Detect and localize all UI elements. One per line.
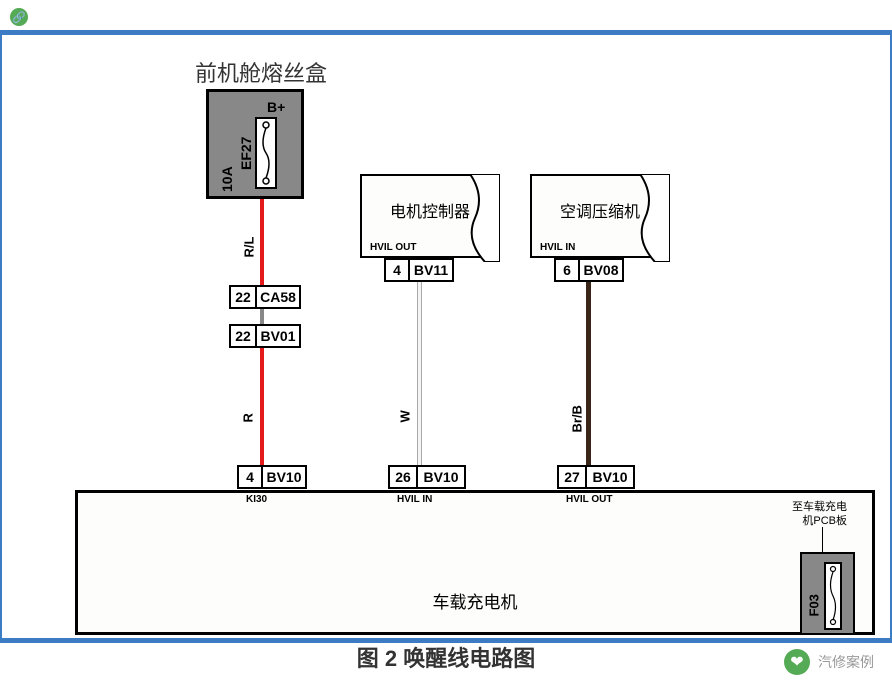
ac-compressor: 空调压缩机 HVIL IN [530, 174, 670, 258]
bv10-3-below: HVIL OUT [566, 494, 612, 505]
connector-bv08: 6 BV08 [554, 258, 624, 282]
wire-red-upper [260, 199, 264, 285]
wire-red-lower-label: R [241, 403, 256, 423]
fusebox: B+ 10A EF27 [206, 89, 304, 199]
wire-white [417, 282, 422, 465]
ca58-pin: 22 [231, 287, 257, 307]
charger-fuse: F03 [800, 552, 855, 635]
motor-controller: 电机控制器 HVIL OUT [360, 174, 500, 258]
bv10-2-below: HVIL IN [397, 494, 432, 505]
bv10-1-id: BV10 [263, 467, 305, 487]
motor-controller-label: 电机控制器 [362, 198, 498, 222]
link-icon: 🔗 [10, 8, 28, 26]
ac-pin-label: HVIL IN [540, 242, 575, 253]
wire-red-lower [260, 348, 264, 465]
bv11-pin: 4 [386, 260, 410, 280]
connector-bv10-1: 4 BV10 [237, 465, 307, 489]
bv08-pin: 6 [556, 260, 580, 280]
wire-gray-mid [260, 309, 264, 324]
frame-left [0, 30, 2, 640]
bv10-2-id: BV10 [418, 467, 464, 487]
connector-ca58: 22 CA58 [229, 285, 301, 309]
wire-brown-label: Br/B [570, 393, 585, 433]
bv10-1-pin: 4 [239, 467, 263, 487]
charger-label: 车载充电机 [78, 588, 872, 613]
fuse-body [255, 117, 277, 189]
frame-top [0, 30, 892, 35]
fusebox-title: 前机舱熔丝盒 [195, 56, 327, 88]
ac-compressor-label: 空调压缩机 [532, 198, 668, 222]
connector-bv01: 22 BV01 [229, 324, 301, 348]
watermark: ❤ 汽修案例 [784, 649, 874, 675]
diagram-canvas: 前机舱熔丝盒 B+ 10A EF27 R/L 22 CA58 22 BV01 R… [0, 0, 892, 693]
connector-bv10-2: 26 BV10 [388, 465, 466, 489]
bv08-id: BV08 [580, 260, 622, 280]
figure-caption: 图 2 唤醒线电路图 [0, 641, 892, 673]
wire-thin [822, 527, 823, 552]
wire-red-upper-label: R/L [242, 228, 257, 258]
bv11-id: BV11 [410, 260, 452, 280]
wire-white-label: W [398, 403, 413, 423]
bv01-id: BV01 [257, 326, 299, 346]
b-plus-label: B+ [267, 99, 285, 115]
bv10-3-pin: 27 [559, 467, 587, 487]
mc-pin-label: HVIL OUT [370, 242, 416, 253]
onboard-charger: 车载充电机 [75, 490, 875, 635]
watermark-text: 汽修案例 [818, 652, 874, 672]
fuse-rating: 10A [219, 152, 235, 192]
charger-fuse-body [824, 562, 842, 630]
bv10-3-id: BV10 [587, 467, 633, 487]
fuse-icon [826, 564, 840, 628]
ca58-id: CA58 [257, 287, 299, 307]
connector-bv10-3: 27 BV10 [557, 465, 635, 489]
charger-side-text: 至车载充电机PCB板 [775, 500, 847, 529]
fuse-icon [257, 119, 275, 187]
bv01-pin: 22 [231, 326, 257, 346]
bv10-1-below: KI30 [246, 494, 267, 505]
fuse-id: EF27 [238, 120, 254, 170]
wire-brown [586, 282, 591, 465]
watermark-icon: ❤ [784, 649, 810, 675]
charger-fuse-id: F03 [807, 577, 822, 617]
connector-bv11: 4 BV11 [384, 258, 454, 282]
bv10-2-pin: 26 [390, 467, 418, 487]
